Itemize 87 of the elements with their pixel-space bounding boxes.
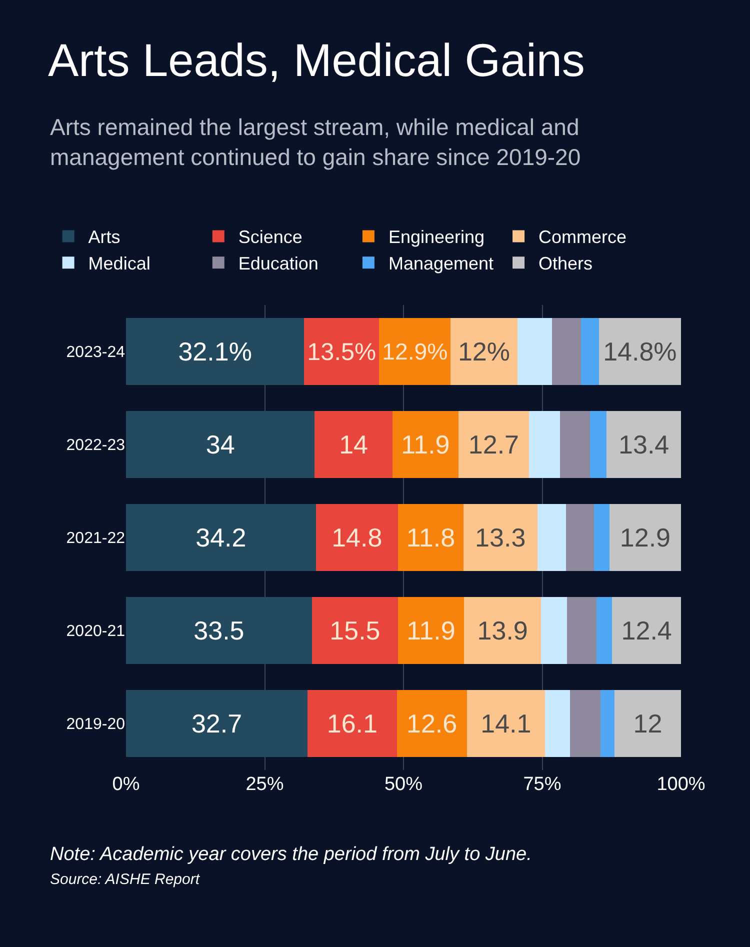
bar <box>396 690 467 757</box>
data-label: 11.9 <box>401 430 450 460</box>
bar <box>458 411 529 478</box>
data-label: 13.9 <box>477 616 528 646</box>
data-label: 33.5 <box>194 616 244 646</box>
bar <box>566 504 594 571</box>
bar <box>450 318 518 385</box>
x-tick-label: 50% <box>384 774 423 795</box>
chart-title: Arts Leads, Medical Gains <box>48 34 585 86</box>
bar <box>594 504 610 571</box>
bar <box>463 504 538 571</box>
legend-label: Science <box>238 227 302 248</box>
legend-label: Arts <box>88 227 120 248</box>
bar <box>126 597 312 664</box>
data-label: 11.9 <box>406 616 456 646</box>
legend-label: Management <box>388 254 494 274</box>
bar <box>598 318 681 385</box>
data-label: 13.5% <box>307 338 376 366</box>
x-tick-label: 100% <box>656 774 706 795</box>
bar <box>466 690 546 757</box>
data-label: 11.8 <box>406 522 456 552</box>
bar <box>392 411 458 478</box>
data-label: 14.8% <box>603 336 677 366</box>
legend-label: Others <box>538 254 593 274</box>
bar <box>126 411 315 478</box>
y-tick-label: 2019-20 <box>66 716 126 734</box>
source-note: Source: AISHE Report <box>50 871 200 888</box>
data-label: 12.4 <box>621 616 672 646</box>
data-label: 12.9 <box>620 522 671 552</box>
data-label: 14 <box>339 430 368 460</box>
bar <box>596 597 612 664</box>
bar <box>590 411 607 478</box>
bar <box>600 690 614 757</box>
bar <box>537 504 566 571</box>
bar <box>541 597 568 664</box>
data-label: 14.1 <box>480 708 532 738</box>
x-tick-label: 75% <box>523 774 562 795</box>
y-tick-label: 2021-22 <box>66 530 126 548</box>
bar <box>614 690 681 757</box>
data-label: 13.3 <box>475 522 526 552</box>
bar <box>560 411 590 478</box>
data-label: 32.7 <box>191 708 242 738</box>
bar <box>379 318 451 385</box>
bar <box>316 504 398 571</box>
legend-label: Engineering <box>388 227 485 248</box>
data-label: 12 <box>633 708 662 738</box>
data-label: 32.1% <box>178 336 252 366</box>
data-label: 14.8 <box>332 522 382 552</box>
bar <box>312 597 398 664</box>
bar <box>126 504 316 571</box>
text: Note: Academic year covers the period from July to June. <box>50 844 532 865</box>
data-label: 12.7 <box>468 430 519 460</box>
legend-label: Commerce <box>538 227 627 248</box>
chart-subtitle: Arts remained the largest stream, while medical and management continued to gain share since 2019-20 <box>50 114 581 170</box>
bar <box>398 504 464 571</box>
bar <box>304 318 380 385</box>
data-label: 12.9% <box>382 338 448 365</box>
bar <box>567 597 597 664</box>
data-label: 12% <box>458 336 510 366</box>
bar <box>464 597 542 664</box>
bar <box>517 318 552 385</box>
bar <box>126 318 304 385</box>
x-tick-label: 25% <box>246 774 284 795</box>
bar <box>545 690 570 757</box>
bar <box>612 597 681 664</box>
y-tick-label: 2023-24 <box>66 344 126 362</box>
data-label: 13.4 <box>618 430 670 460</box>
y-tick-label: 2020-21 <box>66 623 126 640</box>
bar <box>609 504 681 571</box>
bar <box>307 690 397 757</box>
data-label: 34 <box>206 430 235 460</box>
bar <box>528 411 560 478</box>
bar <box>126 690 308 757</box>
bar <box>570 690 601 757</box>
data-label: 12.6 <box>406 708 458 738</box>
data-label: 16.1 <box>326 708 378 738</box>
bar <box>398 597 464 664</box>
bar <box>552 318 582 385</box>
data-label: 34.2 <box>196 522 246 552</box>
legend-label: Education <box>238 254 318 274</box>
bar <box>581 318 599 385</box>
legend-label: Medical <box>88 254 150 274</box>
x-tick-label: 0% <box>112 774 140 795</box>
y-tick-label: 2022-23 <box>66 437 126 454</box>
bar <box>314 411 392 478</box>
data-label: 15.5 <box>330 616 380 646</box>
bar <box>606 411 681 478</box>
